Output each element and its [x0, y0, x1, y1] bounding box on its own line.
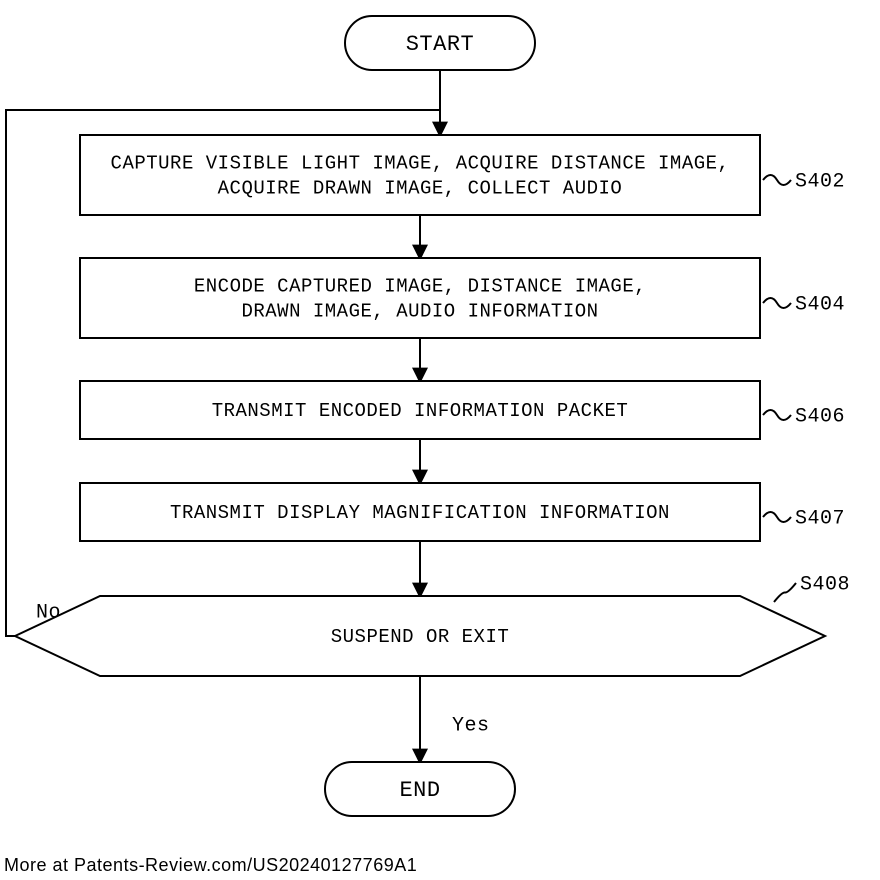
svg-text:S407: S407	[795, 507, 845, 530]
svg-text:CAPTURE VISIBLE LIGHT IMAGE, A: CAPTURE VISIBLE LIGHT IMAGE, ACQUIRE DIS…	[111, 153, 730, 175]
svg-text:END: END	[399, 778, 440, 803]
node-s408: SUSPEND OR EXIT	[15, 596, 825, 676]
node-s406: TRANSMIT ENCODED INFORMATION PACKET	[80, 381, 760, 439]
node-s404: ENCODE CAPTURED IMAGE, DISTANCE IMAGE, DR…	[80, 258, 760, 338]
ref-S402: S402	[763, 170, 845, 193]
svg-text:S408: S408	[800, 573, 850, 596]
svg-text:DRAWN IMAGE, AUDIO INFORMATION: DRAWN IMAGE, AUDIO INFORMATION	[241, 301, 598, 323]
svg-text:S402: S402	[795, 170, 845, 193]
node-s402: CAPTURE VISIBLE LIGHT IMAGE, ACQUIRE DIS…	[80, 135, 760, 215]
ref-S406: S406	[763, 405, 845, 428]
edge-5: Yes	[420, 676, 490, 762]
svg-text:ACQUIRE DRAWN IMAGE, COLLECT A: ACQUIRE DRAWN IMAGE, COLLECT AUDIO	[218, 178, 623, 200]
node-end: END	[325, 762, 515, 816]
svg-text:TRANSMIT ENCODED INFORMATION P: TRANSMIT ENCODED INFORMATION PACKET	[212, 400, 629, 422]
svg-text:S406: S406	[795, 405, 845, 428]
ref-S407: S407	[763, 507, 845, 530]
ref-S404: S404	[763, 293, 845, 316]
svg-text:TRANSMIT DISPLAY MAGNIFICATION: TRANSMIT DISPLAY MAGNIFICATION INFORMATI…	[170, 502, 670, 524]
svg-text:START: START	[406, 32, 475, 57]
svg-text:S404: S404	[795, 293, 845, 316]
node-s407: TRANSMIT DISPLAY MAGNIFICATION INFORMATI…	[80, 483, 760, 541]
svg-text:SUSPEND OR EXIT: SUSPEND OR EXIT	[331, 626, 510, 648]
svg-text:ENCODE CAPTURED IMAGE, DISTANC: ENCODE CAPTURED IMAGE, DISTANCE IMAGE,	[194, 276, 646, 298]
node-start: START	[345, 16, 535, 70]
flowchart-canvas: YesNo STARTCAPTURE VISIBLE LIGHT IMAGE, …	[0, 0, 880, 880]
svg-text:Yes: Yes	[452, 714, 490, 737]
ref-S408: S408	[774, 573, 850, 602]
footer-text: More at Patents-Review.com/US20240127769…	[4, 855, 417, 875]
